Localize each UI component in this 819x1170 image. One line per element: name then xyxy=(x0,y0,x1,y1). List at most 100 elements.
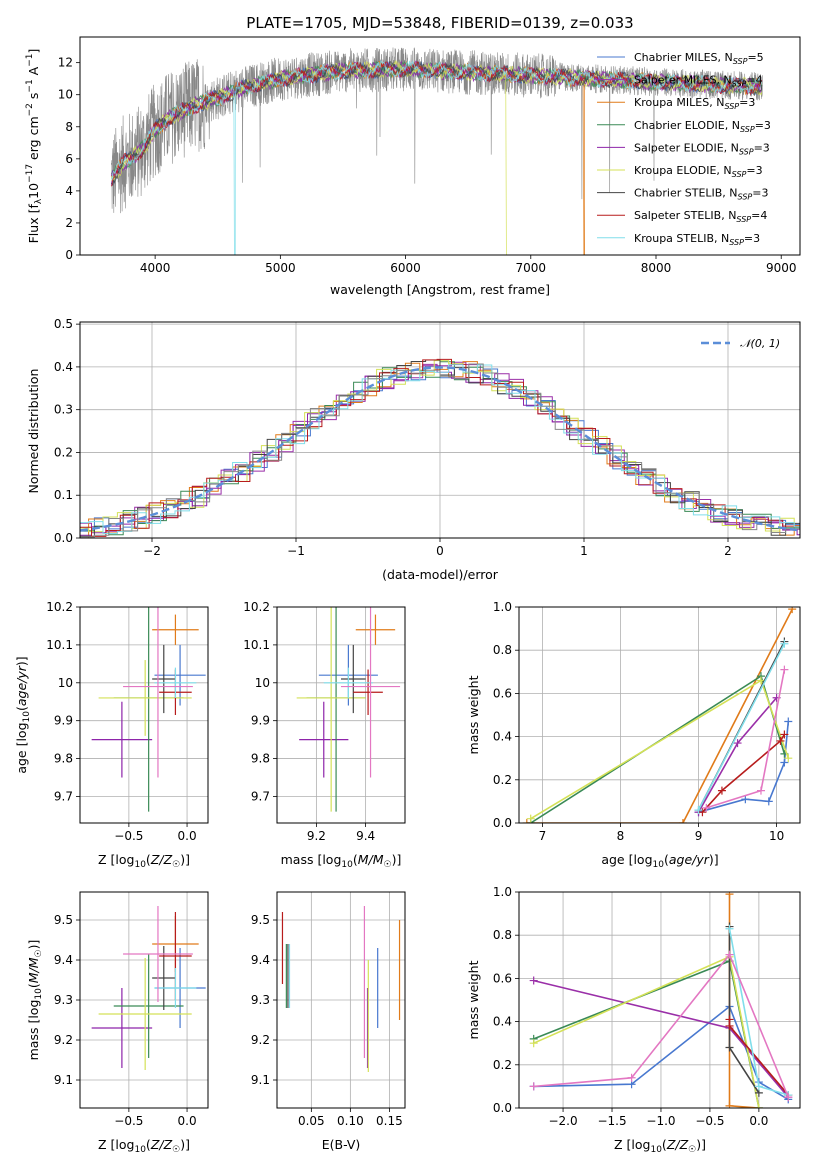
mass_vs_ebv-ytick-label: 9.1 xyxy=(251,1073,270,1087)
spectrum-xtick-label: 5000 xyxy=(265,261,296,275)
weight_vs_Z-marker xyxy=(725,950,734,959)
mass_vs_Z-ytick-label: 9.1 xyxy=(54,1073,73,1087)
mass_vs_Z-ytick-label: 9.5 xyxy=(54,913,73,927)
weight_vs_Z-ytick-label: 0.2 xyxy=(493,1058,512,1072)
weight_vs_Z-xtick-label: −2.0 xyxy=(548,1114,577,1128)
spectrum-legend: Chabrier MILES, NSSP=5 Salpeter MILES, NS… xyxy=(597,51,771,247)
weight_vs_Z-axes: −2.0 −1.5 −1.0 −0.5 0.0 0.0 0.2 0.4 0.6 0.8 1.0 xyxy=(493,885,800,1128)
age_vs_mass-ytick-label: 9.9 xyxy=(251,714,270,728)
spectrum-lines xyxy=(110,47,763,255)
residuals-histogram xyxy=(80,360,800,533)
weight_vs_Z-xtick-label: 0.0 xyxy=(749,1114,768,1128)
weight_vs_age-ytick-label: 0.0 xyxy=(493,816,512,830)
spectrum-frame xyxy=(79,36,801,256)
weight_vs_age-marker xyxy=(764,797,773,806)
mass_vs_Z-xtick-label: −0.5 xyxy=(114,1114,143,1128)
mass_vs_ebv-ytick-label: 9.3 xyxy=(251,993,270,1007)
weight_vs_age-marker xyxy=(776,736,785,745)
age_vs_Z-axes: −0.5 0.0 9.7 9.8 9.9 10 10.1 10.2 xyxy=(46,600,208,843)
mass_vs_Z-errorbar xyxy=(154,968,197,1008)
weight_vs_age-marker xyxy=(788,607,797,614)
mass_vs_Z-points xyxy=(91,906,206,1070)
residuals-ylabel: Normed distribution xyxy=(26,369,41,494)
mass_vs_Z-ytick-label: 9.2 xyxy=(54,1033,73,1047)
mass_vs_ebv-ytick-label: 9.2 xyxy=(251,1033,270,1047)
age_vs_mass-errorbar xyxy=(355,614,396,645)
age_vs_Z-points xyxy=(91,607,206,812)
residuals-ytick-label: 0.5 xyxy=(54,317,73,331)
weight_vs_Z-marker xyxy=(529,1082,538,1091)
agemass-xlabel: mass [log10(M/M☉)] xyxy=(281,852,402,870)
weight_vs_Z-ytick-label: 0.0 xyxy=(493,1101,512,1115)
residuals-frame xyxy=(79,321,801,539)
age_vs_Z-frame xyxy=(79,606,209,824)
spectrum-xlabel: wavelength [Angstrom, rest frame] xyxy=(330,282,550,297)
age_vs_Z-xtick-label: −0.5 xyxy=(114,829,143,843)
legend-entry: Salpeter MILES, NSSP=4 xyxy=(634,74,763,89)
age_vs_mass-xtick-label: 9.2 xyxy=(307,829,326,843)
weight_vs_age-xtick-label: 8 xyxy=(617,829,625,843)
weight_vs_Z-lines xyxy=(529,892,793,1108)
weight_vs_Z-marker xyxy=(529,976,538,985)
spectrum-model-line xyxy=(110,59,763,255)
residuals-xtick-label: 2 xyxy=(724,544,732,558)
weight_vs_Z-marker xyxy=(725,1101,734,1108)
weight_vs_age-ytick-label: 0.2 xyxy=(493,773,512,787)
residuals-ytick-label: 0.0 xyxy=(54,531,73,545)
residuals-axes: −2 −1 0 1 2 0.0 0.1 0.2 0.3 0.4 0.5 xyxy=(54,317,800,558)
mass_vs_Z-errorbar xyxy=(123,906,193,1002)
spectrum-xtick-label: 7000 xyxy=(516,261,547,275)
weight_vs_age-marker xyxy=(756,676,765,685)
age_vs_Z-ytick-label: 9.7 xyxy=(54,789,73,803)
weight_vs_age-xtick-label: 10 xyxy=(769,829,784,843)
mass_vs_ebv-xtick-label: 0.15 xyxy=(376,1114,403,1128)
legend-entry: Kroupa MILES, NSSP=3 xyxy=(634,96,755,111)
residuals-ytick-label: 0.1 xyxy=(54,488,73,502)
spectrum-ytick-label: 8 xyxy=(65,120,73,134)
weight_vs_age-xtick-label: 9 xyxy=(695,829,703,843)
mass_vs_Z-errorbar xyxy=(98,958,192,1070)
residuals-ytick-label: 0.4 xyxy=(54,360,73,374)
age_vs_Z-errorbar xyxy=(152,644,176,714)
legend-entry: Chabrier MILES, NSSP=5 xyxy=(634,51,764,66)
mass_vs_Z-errorbar xyxy=(152,946,176,1010)
mass_vs_Z-errorbar xyxy=(91,988,153,1068)
weight_vs_age-marker xyxy=(741,795,750,804)
mass_vs_ebv-ytick-label: 9.5 xyxy=(251,913,270,927)
age_vs_mass-points xyxy=(296,607,401,812)
weight_vs_age-marker xyxy=(702,803,711,812)
weight_vs_Z-marker xyxy=(725,924,734,933)
age_vs_mass-ytick-label: 9.8 xyxy=(251,752,270,766)
weight_vs_age-marker xyxy=(526,814,535,823)
residuals-histogram xyxy=(80,358,800,537)
weight_vs_age-marker xyxy=(780,665,789,674)
spectrum-ytick-label: 10 xyxy=(58,88,73,102)
weight_vs_age-marker xyxy=(522,819,531,823)
weight_vs_age-marker xyxy=(780,758,789,767)
mass_vs_Z-errorbar xyxy=(113,954,184,1058)
weight_vs_Z-frame xyxy=(518,891,801,1109)
spectrum-data-line xyxy=(111,47,763,214)
legend-entry: Salpeter ELODIE, NSSP=3 xyxy=(634,141,770,156)
legend-entry: Chabrier STELIB, NSSP=3 xyxy=(634,187,768,202)
age_vs_mass-errorbar xyxy=(341,607,401,778)
spectrum-xtick-label: 9000 xyxy=(766,261,797,275)
residuals-hists xyxy=(80,358,800,538)
age_vs_Z-ytick-label: 9.9 xyxy=(54,714,73,728)
spectrum-xtick-label: 8000 xyxy=(641,261,672,275)
spectrum-ytick-label: 12 xyxy=(58,56,73,70)
age_vs_Z-errorbar xyxy=(152,614,199,645)
spectrum-ytick-label: 4 xyxy=(65,184,73,198)
residuals-xlabel: (data-model)/error xyxy=(382,567,499,582)
wage-xlabel: age [log10(age/yr)] xyxy=(601,852,718,870)
age_vs_Z-ytick-label: 9.8 xyxy=(54,752,73,766)
age_vs_mass-frame xyxy=(276,606,406,824)
residuals-ytick-label: 0.3 xyxy=(54,403,73,417)
residuals-legend-entry: 𝒩(0, 1) xyxy=(740,337,780,350)
weight_vs_age-marker xyxy=(678,819,687,823)
weight_vs_Z-marker xyxy=(627,1073,636,1082)
weight_vs_age-series-line xyxy=(526,608,793,823)
weight_vs_age-axes: 7 8 9 10 0.0 0.2 0.4 0.6 0.8 1.0 xyxy=(493,600,800,843)
mass_vs_Z-axes: −0.5 0.0 9.1 9.2 9.3 9.4 9.5 xyxy=(54,892,208,1128)
